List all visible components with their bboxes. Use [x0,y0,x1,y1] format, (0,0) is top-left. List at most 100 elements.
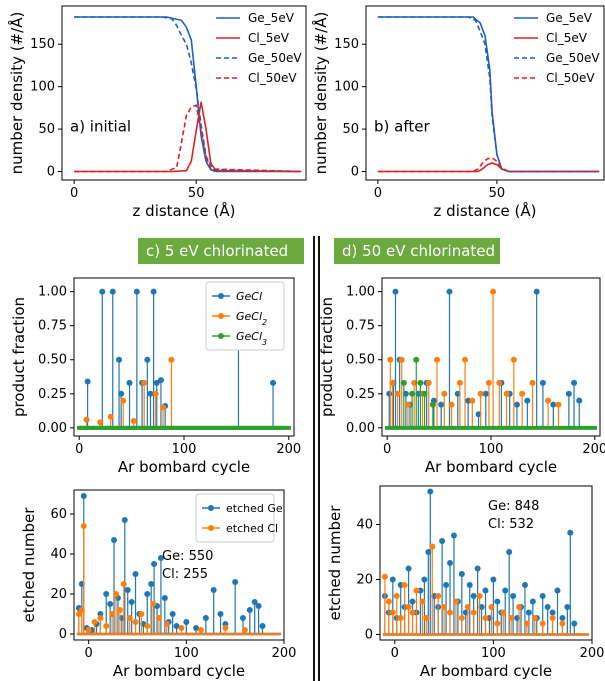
data-point [130,418,137,425]
data-point [401,582,408,588]
data-point [120,581,127,587]
y-tick-label: 0.25 [346,387,375,402]
x-axis-label: z distance (Å) [133,201,236,220]
y-tick-label: 0 [365,628,373,643]
legend-label: Ge_5eV [248,11,295,25]
data-point [494,598,501,605]
data-point [150,601,157,607]
data-point [409,390,416,397]
x-axis-label: Ar bombard cycle [113,662,245,680]
y-tick-label: 1.00 [38,285,67,300]
y-tick-label: 50 [38,122,55,137]
data-point [494,620,501,627]
x-tick-label: 100 [172,442,197,457]
x-axis-label: Ar bombard cycle [420,662,552,680]
data-point [148,581,155,587]
data-point [103,591,110,597]
data-point [246,607,253,613]
data-point [232,579,239,585]
data-point [151,561,158,567]
data-point [386,390,393,397]
legend-label: etched Cl [226,522,278,535]
data-point [485,379,492,386]
data-point [409,598,416,605]
data-point [144,623,151,629]
legend-label: Ge_50eV [248,51,302,65]
data-point [539,620,546,627]
data-point [109,611,116,617]
y-tick-label: 0.50 [38,353,67,368]
data-point [144,591,151,597]
y-tick-label: 20 [356,573,373,588]
series-line-cl_50ev [377,157,600,173]
data-point [576,397,583,404]
data-point [567,529,574,536]
data-point [404,401,411,408]
data-point [482,615,489,621]
data-point [152,390,159,397]
data-point [474,565,481,572]
y-tick-label: 150 [30,37,55,52]
data-point [529,379,536,386]
data-point [168,356,175,363]
divider-line-2 [318,236,320,681]
banner-50ev: d) 50 eV chlorinated [334,238,500,264]
data-point [516,604,523,610]
data-point [150,288,157,295]
x-tick-label: 0 [374,186,382,201]
data-point [525,609,532,616]
data-point [113,591,119,597]
legend-label: Cl_50eV [546,71,595,85]
x-tick-label: 0 [85,646,93,661]
x-axis-label: Ar bombard cycle [425,458,557,476]
legend-marker [208,525,214,531]
plot-area [381,488,590,636]
data-point [450,532,457,539]
data-point [141,379,148,386]
data-point [447,560,454,566]
data-point [394,390,401,397]
data-point [554,587,561,594]
data-point [549,615,556,621]
legend-marker [208,505,214,511]
x-tick-label: 0 [391,646,399,661]
chart-a: 0 50 0 50 100 150 z distance (Å) number density… [7,5,307,220]
data-point [241,627,248,633]
data-point [550,401,557,408]
data-point [539,593,546,599]
data-point [163,621,170,627]
data-point [183,619,190,625]
divider-line-1 [313,236,315,681]
y-tick-label: 0.00 [38,421,67,436]
data-point [565,390,572,397]
data-point [421,390,428,397]
series-line-cl_5ev [377,162,600,173]
legend-label: etched Ge [226,502,283,515]
data-point [85,627,92,633]
legend-label: Cl_50eV [248,71,297,85]
legend-label: Ge_50eV [546,51,600,65]
data-point [531,615,538,621]
data-point [157,555,164,561]
data-point [477,390,484,397]
data-point [490,576,497,583]
y-tick-label: 150 [334,37,359,52]
x-tick-label: 200 [272,646,297,661]
legend-marker [218,313,224,319]
data-point [490,288,497,295]
data-point [144,356,151,363]
chart-b: 0 50 0 50 100 150 z distance (Å) number density… [311,5,605,220]
y-tick-label: 1.00 [346,285,375,300]
data-point [429,543,436,550]
data-point [118,390,125,397]
data-point [128,599,135,605]
data-point [438,401,445,408]
data-point [508,615,515,621]
legend-label: Cl_5eV [248,31,290,45]
data-point [270,379,277,386]
y-tick-label: 0.25 [38,387,67,402]
data-point [178,625,185,631]
data-point [132,619,139,625]
data-point [91,619,98,625]
data-point [155,615,162,621]
